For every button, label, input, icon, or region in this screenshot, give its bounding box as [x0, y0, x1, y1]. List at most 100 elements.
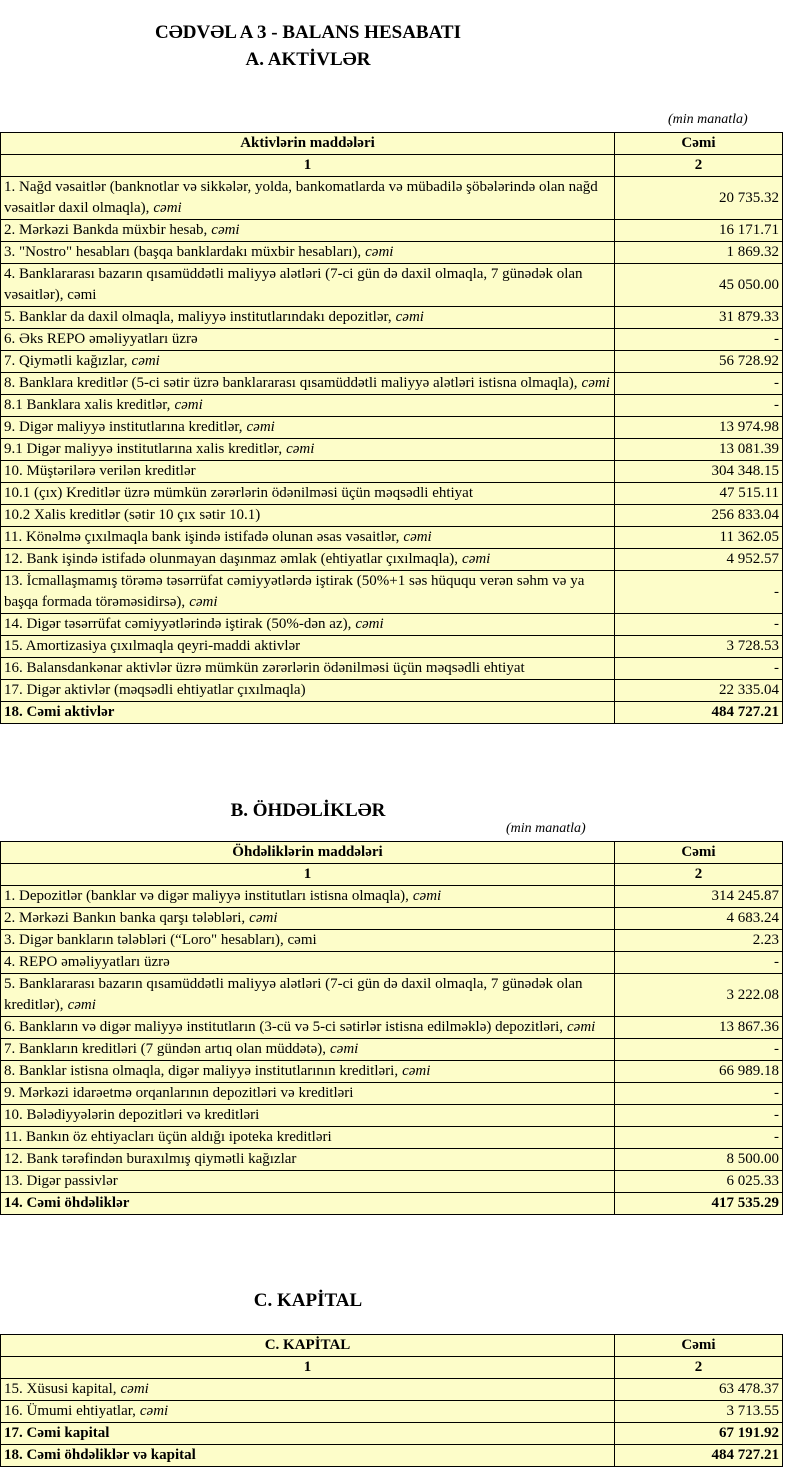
- row-value: -: [614, 1126, 783, 1149]
- row-label: 11. Bankın öz ehtiyacları üçün aldığı ip…: [4, 1129, 332, 1145]
- table-row: 16. Balansdankənar aktivlər üzrə mümkün …: [0, 657, 783, 680]
- row-value: 8 500.00: [614, 1148, 783, 1171]
- row-label-cell: 7. Qiymətli kağızlar, cəmi: [0, 350, 615, 373]
- table-row: 14. Digər təsərrüfat cəmiyyətlərində işt…: [0, 613, 783, 636]
- row-label-cell: 1. Nağd vəsaitlər (banknotlar və sikkələ…: [0, 176, 615, 220]
- row-label-cell: 18. Cəmi öhdəliklər və kapital: [0, 1444, 615, 1467]
- row-label-cell: 10. Bələdiyyələrin depozitləri və kredit…: [0, 1104, 615, 1127]
- data-table: Öhdəliklərin maddələri Cəmi 1 2 1. Depozitlə…: [0, 841, 783, 1215]
- table-row: 10. Müştərilərə verilən kreditlər 304 348…: [0, 460, 783, 483]
- row-value: 56 728.92: [614, 350, 783, 373]
- table-row: 17. Digər aktivlər (məqsədli ehtiyatlar …: [0, 679, 783, 702]
- table-row: 11. Bankın öz ehtiyacları üçün aldığı ip…: [0, 1126, 783, 1149]
- row-label-suffix: cəmi: [286, 441, 315, 457]
- row-label-cell: 13. Digər passivlər: [0, 1170, 615, 1193]
- row-label-suffix: cəmi: [330, 1041, 359, 1057]
- row-label: 7. Qiymətli kağızlar,: [4, 353, 128, 369]
- row-value: 3 728.53: [614, 635, 783, 658]
- row-label-cell: 13. İcmallaşmamış törəmə təsərrüfat cəmi…: [0, 570, 615, 614]
- row-label: 4. REPO əməliyyatları üzrə: [4, 954, 170, 970]
- title: CƏDVƏL A 3 - BALANS HESABATI: [155, 22, 461, 43]
- row-label-cell: 8. Banklara kreditlər (5-ci sətir üzrə b…: [0, 372, 615, 395]
- row-label: 10. Müştərilərə verilən kreditlər: [4, 463, 196, 479]
- table-row: 9. Mərkəzi idarəetmə orqanlarının depozi…: [0, 1082, 783, 1105]
- header-row: Öhdəliklərin maddələri Cəmi: [0, 841, 783, 864]
- row-value: -: [614, 951, 783, 974]
- row-label-cell: 14. Cəmi öhdəliklər: [0, 1192, 615, 1215]
- row-label-suffix: cəmi: [139, 1403, 169, 1419]
- subtitle: A. AKTİVLƏR: [245, 49, 371, 70]
- row-label: 15. Amortizasiya çıxılmaqla qeyri-maddi …: [4, 638, 301, 654]
- row-value: 13 974.98: [614, 416, 783, 439]
- row-label-cell: 2. Mərkəzi Bankın banka qarşı tələbləri,…: [0, 907, 615, 930]
- column-number: 2: [614, 154, 783, 177]
- row-label: 6. Əks REPO əməliyyatları üzrə: [4, 331, 198, 347]
- table-row: 5. Banklar da daxil olmaqla, maliyyə ins…: [0, 306, 783, 329]
- table-row: 3. Digər bankların tələbləri (“Loro" hes…: [0, 929, 783, 952]
- header-row: Aktivlərin maddələri Cəmi: [0, 132, 783, 155]
- unit-note: (min manatla): [668, 112, 748, 127]
- row-label-cell: 18. Cəmi aktivlər: [0, 701, 615, 724]
- row-label: 16. Balansdankənar aktivlər üzrə mümkün …: [4, 660, 525, 676]
- table-row: 15. Amortizasiya çıxılmaqla qeyri-maddi …: [0, 635, 783, 658]
- row-value: 3 713.55: [614, 1400, 783, 1423]
- row-label-cell: 4. Banklararası bazarın qısamüddətli mal…: [0, 263, 615, 307]
- table-row: 6. Bankların və digər maliyyə institutla…: [0, 1016, 783, 1039]
- row-label-cell: 3. "Nostro" hesabları (başqa banklardakı…: [0, 241, 615, 264]
- row-label: 6. Bankların və digər maliyyə institutla…: [4, 1019, 563, 1035]
- row-label: 13. Digər passivlər: [4, 1173, 118, 1189]
- row-label-suffix: cəmi: [153, 200, 182, 216]
- row-label-cell: 6. Bankların və digər maliyyə institutla…: [0, 1016, 615, 1039]
- row-label-cell: 10.1 (çıx) Kreditlər üzrə mümkün zərərlə…: [0, 482, 615, 505]
- table-row: 10.1 (çıx) Kreditlər üzrə mümkün zərərlə…: [0, 482, 783, 505]
- table-row: 13. Digər passivlər 6 025.33: [0, 1170, 783, 1193]
- table-row: 11. Könəlmə çıxılmaqla bank işində istif…: [0, 526, 783, 549]
- row-label: 1. Nağd vəsaitlər (banknotlar və sikkələ…: [4, 179, 598, 216]
- row-label-cell: 9. Digər maliyyə institutlarına kreditlə…: [0, 416, 615, 439]
- table-row: 10.2 Xalis kreditlər (sətir 10 çıx sətir…: [0, 504, 783, 527]
- row-value: 2.23: [614, 929, 783, 952]
- row-label: 8. Banklara kreditlər (5-ci sətir üzrə b…: [4, 375, 578, 391]
- row-label: 13. İcmallaşmamış törəmə təsərrüfat cəmi…: [4, 573, 585, 610]
- row-label: 3. "Nostro" hesabları (başqa banklardakı…: [4, 244, 362, 260]
- row-label-cell: 16. Ümumi ehtiyatlar, cəmi: [0, 1400, 615, 1423]
- column-number: 2: [614, 863, 783, 886]
- row-label-suffix: cəmi: [567, 1019, 596, 1035]
- row-label-cell: 11. Bankın öz ehtiyacları üçün aldığı ip…: [0, 1126, 615, 1149]
- row-value: 20 735.32: [614, 176, 783, 220]
- row-label-cell: 10. Müştərilərə verilən kreditlər: [0, 460, 615, 483]
- row-label: 10.2 Xalis kreditlər (sətir 10 çıx sətir…: [4, 507, 261, 523]
- row-value: -: [614, 613, 783, 636]
- row-label-suffix: cəmi: [246, 419, 275, 435]
- table-row: 18. Cəmi öhdəliklər və kapital 484 727.21: [0, 1444, 783, 1467]
- table-row: 15. Xüsusi kapital, cəmi 63 478.37: [0, 1378, 783, 1401]
- row-label: 14. Digər təsərrüfat cəmiyyətlərində işt…: [4, 616, 352, 632]
- row-value: 16 171.71: [614, 219, 783, 242]
- column-header: Cəmi: [614, 132, 783, 155]
- row-label-cell: 16. Balansdankənar aktivlər üzrə mümkün …: [0, 657, 615, 680]
- row-label: 1. Depozitlər (banklar və digər maliyyə …: [4, 888, 409, 904]
- table-row: 9. Digər maliyyə institutlarına kreditlə…: [0, 416, 783, 439]
- row-label: 9. Digər maliyyə institutlarına kreditlə…: [4, 419, 243, 435]
- row-value: 45 050.00: [614, 263, 783, 307]
- row-label: 5. Banklararası bazarın qısamüddətli mal…: [4, 976, 583, 1013]
- row-value: -: [614, 1082, 783, 1105]
- column-header: Öhdəliklərin maddələri: [0, 841, 615, 864]
- column-header: Cəmi: [614, 841, 783, 864]
- row-label: 5. Banklar da daxil olmaqla, maliyyə ins…: [4, 309, 392, 325]
- table-row: 7. Qiymətli kağızlar, cəmi 56 728.92: [0, 350, 783, 373]
- row-label-suffix: cəmi: [120, 1381, 149, 1397]
- row-value: 66 989.18: [614, 1060, 783, 1083]
- column-number: 1: [0, 154, 615, 177]
- row-value: 6 025.33: [614, 1170, 783, 1193]
- row-label-suffix: cəmi: [189, 594, 218, 610]
- row-label: 16. Ümumi ehtiyatlar,: [4, 1403, 136, 1419]
- row-label-cell: 8. Banklar istisna olmaqla, digər maliyy…: [0, 1060, 615, 1083]
- row-label: 18. Cəmi aktivlər: [4, 704, 115, 720]
- row-label-suffix: cəmi: [249, 910, 278, 926]
- row-label-cell: 17. Digər aktivlər (məqsədli ehtiyatlar …: [0, 679, 615, 702]
- row-label-cell: 9.1 Digər maliyyə institutlarına xalis k…: [0, 438, 615, 461]
- table-row: 4. Banklararası bazarın qısamüddətli mal…: [0, 263, 783, 307]
